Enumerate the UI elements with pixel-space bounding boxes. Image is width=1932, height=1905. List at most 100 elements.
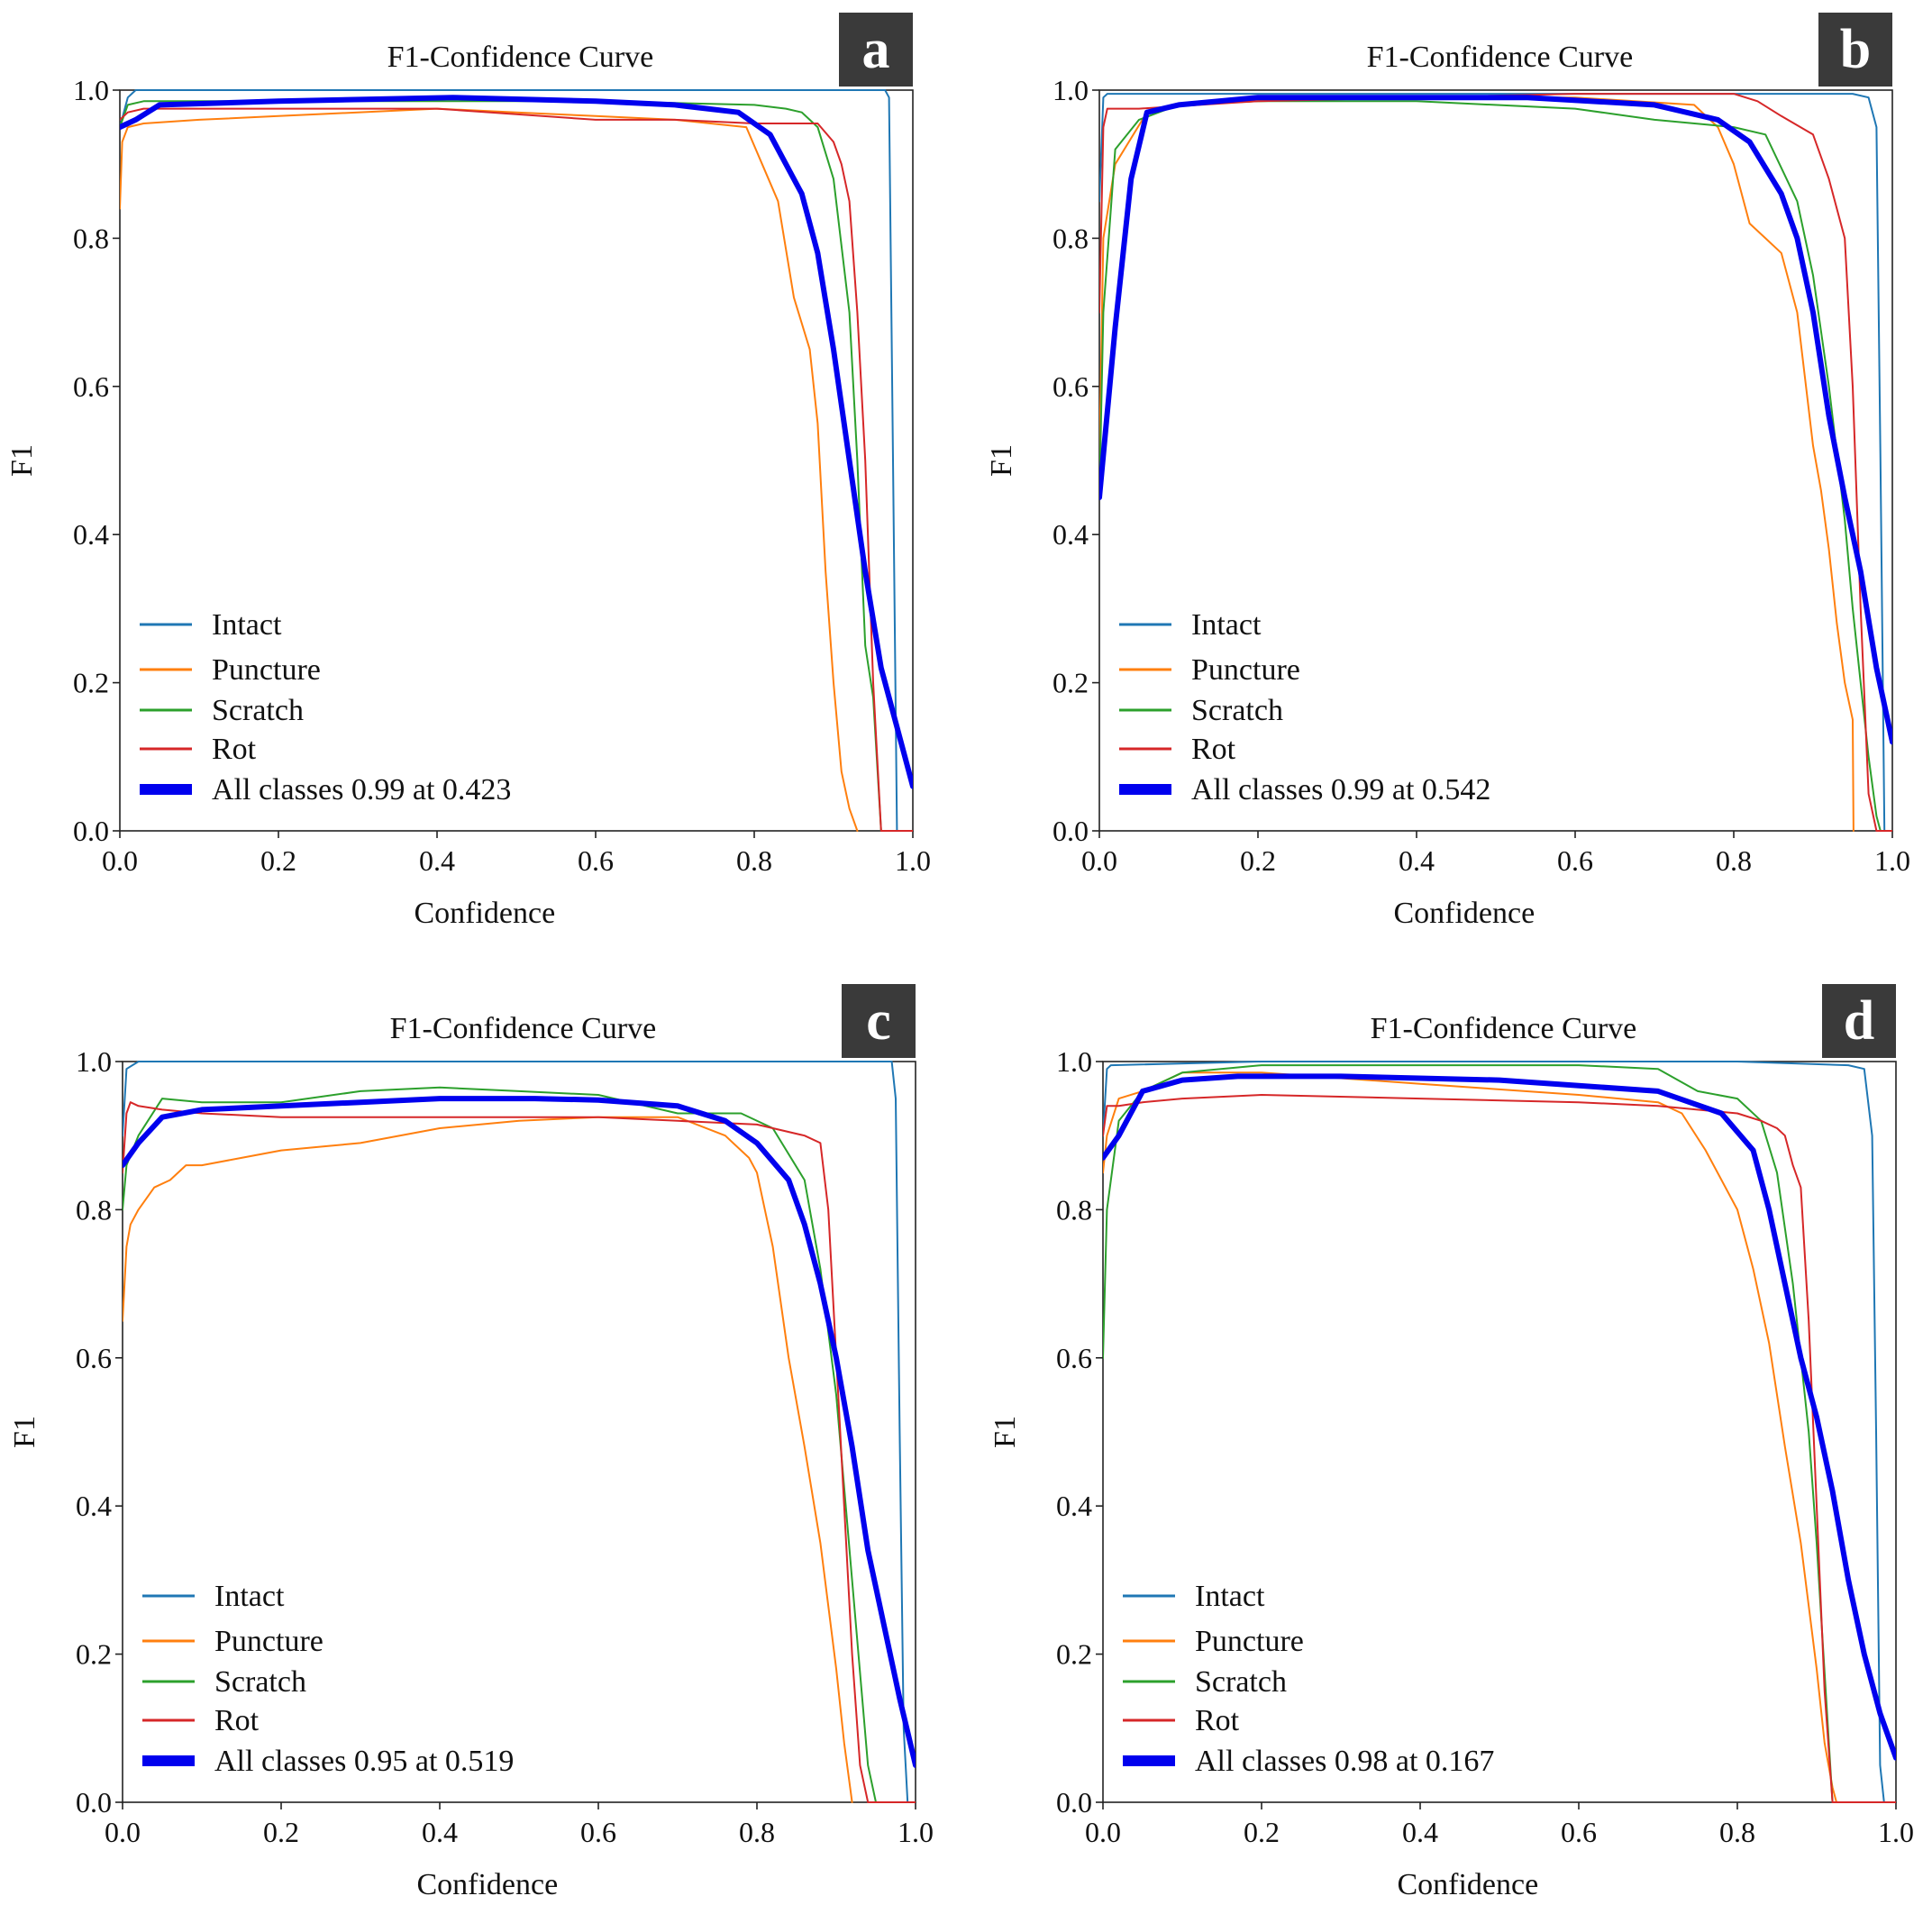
legend-label: Scratch (214, 1665, 306, 1699)
x-tick-label: 1.0 (895, 844, 931, 877)
chart-panel-a: F1-Confidence Curve a 0.0 0.2 0.4 0.6 0.8 1.0 0.… (5, 13, 931, 930)
y-axis-label: F1 (8, 1416, 41, 1448)
legend-label: Rot (212, 733, 257, 766)
series-line-intact (123, 1061, 916, 1803)
chart-title: F1-Confidence Curve (1367, 41, 1634, 74)
x-tick-label: 0.4 (422, 1816, 458, 1848)
y-tick-label: 0.2 (1053, 667, 1089, 699)
chart-title: F1-Confidence Curve (1371, 1012, 1637, 1045)
legend-label: All classes 0.98 at 0.167 (1195, 1745, 1494, 1778)
legend-label: Puncture (1191, 653, 1300, 687)
series-group (123, 1061, 916, 1803)
chart-title: F1-Confidence Curve (390, 1012, 657, 1045)
y-tick-label: 0.6 (73, 370, 109, 403)
series-group (1099, 93, 1892, 832)
x-tick-label: 0.6 (1557, 844, 1593, 877)
x-tick-label: 0.6 (1561, 1816, 1597, 1848)
y-axis-label: F1 (5, 444, 39, 477)
chart-panel-b: F1-Confidence Curve b 0.0 0.2 0.4 0.6 0.8 1.0 0.… (985, 13, 1910, 930)
y-tick-label: 0.8 (1056, 1193, 1092, 1226)
x-tick-label: 0.0 (105, 1816, 141, 1848)
legend-label: Puncture (1195, 1625, 1304, 1658)
y-tick-label: 0.6 (1053, 370, 1089, 403)
x-tick-label: 0.2 (260, 844, 296, 877)
x-axis-label: Confidence (414, 897, 555, 930)
x-axis-label: Confidence (416, 1868, 558, 1901)
legend-label: Scratch (212, 694, 304, 727)
legend-label: Intact (214, 1580, 285, 1613)
series-line-rot (1103, 1094, 1896, 1803)
legend-label: Intact (1195, 1580, 1265, 1613)
series-line-all (123, 1096, 916, 1768)
x-tick-label: 1.0 (1878, 1816, 1914, 1848)
series-line-rot (1099, 93, 1892, 832)
y-tick-label: 1.0 (73, 74, 109, 106)
series-line-rot (120, 107, 913, 832)
chart-panel-d: F1-Confidence Curve d 0.0 0.2 0.4 0.6 0.8 1.0 0.… (989, 984, 1914, 1901)
x-tick-label: 0.0 (1081, 844, 1117, 877)
panel-label: a (862, 19, 890, 80)
panel-label-badge (1822, 984, 1896, 1058)
x-tick-label: 0.4 (419, 844, 455, 877)
y-tick-label: 0.8 (76, 1193, 112, 1226)
legend-label: Intact (212, 608, 282, 642)
y-tick-label: 0.4 (76, 1490, 112, 1522)
legend-label: Rot (1191, 733, 1236, 766)
legend-label: Rot (1195, 1704, 1240, 1737)
panel-label-badge (842, 984, 916, 1058)
x-tick-label: 0.8 (1719, 1816, 1755, 1848)
y-tick-label: 0.0 (1053, 815, 1089, 847)
x-tick-label: 0.8 (736, 844, 772, 877)
panel-label: b (1840, 19, 1871, 80)
panel-label-badge (1818, 13, 1892, 87)
x-tick-label: 0.8 (739, 1816, 775, 1848)
legend-label: Rot (214, 1704, 260, 1737)
y-tick-label: 0.8 (1053, 222, 1089, 254)
x-tick-label: 1.0 (898, 1816, 934, 1848)
y-tick-label: 0.4 (1056, 1490, 1092, 1522)
y-tick-label: 0.2 (73, 667, 109, 699)
chart-title: F1-Confidence Curve (387, 41, 654, 74)
y-tick-label: 0.0 (76, 1786, 112, 1818)
series-line-intact (1099, 93, 1892, 832)
panel-label-badge (839, 13, 913, 87)
series-group (120, 89, 913, 832)
y-tick-label: 1.0 (1053, 74, 1089, 106)
y-tick-label: 0.8 (73, 222, 109, 254)
series-line-intact (1103, 1061, 1896, 1803)
y-tick-label: 0.2 (76, 1638, 112, 1671)
plot-area (122, 1061, 916, 1803)
legend-label: Intact (1191, 608, 1262, 642)
series-line-puncture (120, 107, 859, 832)
x-tick-label: 0.0 (102, 844, 138, 877)
y-tick-label: 1.0 (1056, 1045, 1092, 1078)
series-line-all (1099, 95, 1892, 745)
panel-label: c (866, 990, 891, 1052)
x-tick-label: 0.4 (1399, 844, 1435, 877)
x-tick-label: 0.4 (1402, 1816, 1438, 1848)
legend-label: All classes 0.99 at 0.423 (212, 773, 511, 807)
series-line-all (1103, 1073, 1896, 1761)
x-axis-label: Confidence (1397, 1868, 1538, 1901)
legend-label: All classes 0.99 at 0.542 (1191, 773, 1490, 807)
x-tick-label: 0.6 (580, 1816, 616, 1848)
x-tick-label: 0.2 (1244, 1816, 1280, 1848)
y-axis-label: F1 (985, 444, 1018, 477)
legend-label: Scratch (1191, 694, 1283, 727)
x-tick-label: 0.0 (1085, 1816, 1121, 1848)
series-line-rot (123, 1101, 916, 1803)
y-tick-label: 0.6 (1056, 1342, 1092, 1374)
plot-area (1098, 89, 1893, 832)
x-tick-label: 1.0 (1874, 844, 1910, 877)
panel-label: d (1844, 990, 1874, 1052)
y-tick-label: 0.0 (73, 815, 109, 847)
series-line-all (120, 95, 913, 789)
series-line-intact (120, 89, 913, 832)
y-axis-label: F1 (989, 1416, 1022, 1448)
y-tick-label: 0.4 (73, 518, 109, 551)
legend-label: Puncture (212, 653, 321, 687)
legend-label: Scratch (1195, 1665, 1287, 1699)
legend-label: Puncture (214, 1625, 324, 1658)
legend-label: All classes 0.95 at 0.519 (214, 1745, 514, 1778)
